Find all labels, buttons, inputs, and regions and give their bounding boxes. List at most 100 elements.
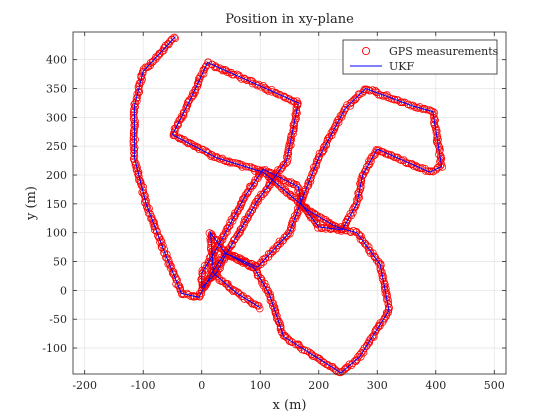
gps-point [131, 121, 140, 130]
gps-point [302, 204, 311, 213]
gps-point [214, 240, 223, 249]
gps-point [253, 268, 261, 276]
gps-point [235, 73, 244, 81]
gps-point [280, 176, 288, 184]
y-tick-label: 300 [46, 111, 67, 124]
gps-point [220, 232, 228, 240]
gps-point [163, 254, 171, 262]
gps-point [287, 178, 296, 186]
gps-point [259, 258, 268, 266]
gps-point [184, 138, 193, 147]
legend: GPS measurements UKF [342, 39, 499, 75]
gps-point [324, 361, 332, 369]
gps-point [238, 223, 247, 232]
gps-point [184, 97, 193, 106]
gps-point [364, 246, 373, 254]
gps-point [132, 160, 140, 168]
gps-point [365, 161, 374, 169]
gps-point [248, 79, 257, 88]
gps-point [371, 253, 380, 262]
gps-point [213, 63, 221, 72]
gps-point [259, 190, 267, 199]
gps-point [204, 58, 212, 66]
gps-point [255, 169, 263, 178]
gps-point [319, 215, 328, 223]
gps-point [155, 233, 163, 242]
y-tick-label: 400 [46, 54, 67, 67]
gps-point [261, 254, 269, 263]
gps-point [183, 101, 192, 110]
gps-point [412, 163, 421, 171]
y-tick-label: 0 [60, 284, 67, 297]
gps-point [263, 85, 272, 94]
gps-point [198, 145, 207, 154]
gps-point [379, 148, 388, 156]
gps-point [322, 225, 330, 233]
x-axis-label: x (m) [273, 398, 307, 413]
gps-point [246, 209, 255, 217]
gps-point [418, 105, 427, 113]
gps-point [269, 247, 277, 256]
gps-point [230, 236, 238, 245]
gps-point [158, 47, 166, 56]
gps-point [303, 182, 312, 191]
gps-point [436, 156, 445, 164]
gps-point [193, 143, 202, 152]
gps-point [274, 318, 283, 326]
tick-labels: -200 -100 0 100 200 300 400 500 -100 -50 0 50 100 150… [42, 54, 505, 392]
gps-point [356, 235, 365, 243]
gps-point [252, 262, 260, 270]
gps-point [175, 116, 183, 125]
gps-point [320, 358, 328, 367]
y-tick-label: 100 [46, 227, 67, 240]
gps-point [288, 338, 296, 347]
gps-point [421, 167, 430, 175]
gps-point [223, 224, 232, 232]
gps-point [330, 364, 338, 373]
gps-point [236, 161, 245, 169]
gps-point [340, 365, 349, 374]
gps-point [263, 286, 272, 294]
x-tick-label: 500 [484, 379, 505, 392]
gps-point [143, 63, 152, 72]
gps-point [268, 298, 276, 307]
gps-point [227, 68, 235, 77]
gps-point [341, 364, 350, 373]
gps-point [263, 184, 272, 193]
gps-point [224, 282, 233, 290]
gps-point [275, 173, 283, 182]
chart-title: Position in xy-plane [225, 12, 354, 27]
gps-point [223, 224, 231, 233]
gps-point [253, 81, 262, 90]
gps-point [235, 204, 243, 213]
gps-point [407, 160, 416, 169]
gps-point [242, 162, 250, 171]
gps-point [293, 182, 301, 190]
gps-point [312, 219, 320, 228]
y-tick-label: 250 [46, 140, 67, 153]
gps-point [278, 163, 286, 172]
gps-point [320, 142, 329, 151]
gps-point [365, 160, 373, 168]
gps-point [325, 133, 334, 141]
gps-point [261, 188, 269, 197]
gps-point [307, 173, 315, 182]
gps-point [352, 228, 360, 237]
gps-point [258, 277, 266, 285]
gps-point [193, 79, 202, 88]
gps-point [129, 139, 138, 147]
gps-point [314, 155, 323, 163]
gps-point [170, 129, 178, 137]
gps-point [360, 344, 369, 352]
gps-point [225, 283, 233, 292]
gps-point [344, 213, 353, 222]
gps-point [201, 63, 210, 71]
gps-point [313, 156, 321, 165]
x-tick-label: 100 [250, 379, 271, 392]
x-tick-label: 300 [367, 379, 388, 392]
gps-point [288, 221, 297, 229]
gps-point [352, 357, 360, 365]
gps-point [255, 304, 264, 313]
legend-gps-marker [361, 46, 371, 56]
y-tick-label: 350 [46, 83, 67, 96]
